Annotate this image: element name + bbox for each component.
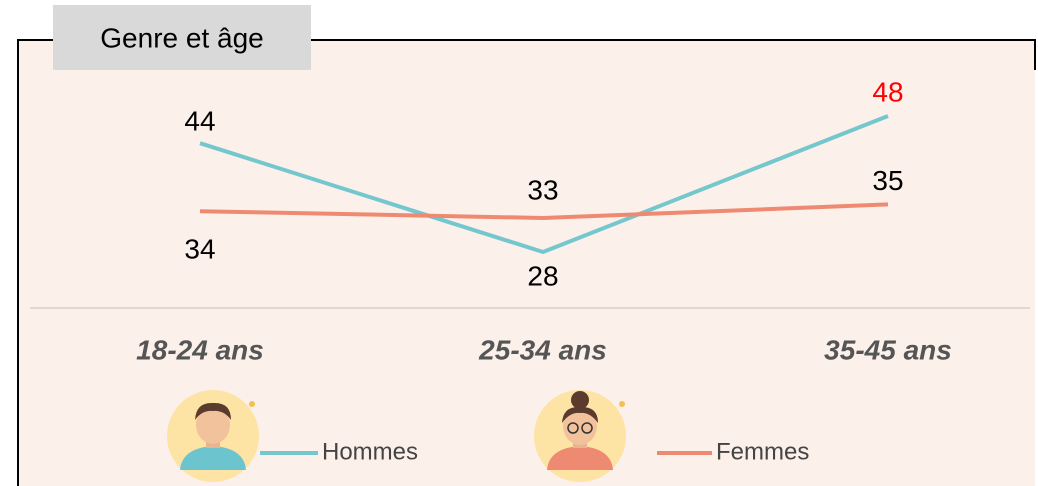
x-tick-label: 25-34 ans <box>478 334 607 365</box>
legend-label: Femmes <box>716 438 809 465</box>
chart: Genre et âge 18-24 ans 25-34 ans 35-45 ans… <box>0 0 1038 486</box>
avatar-men <box>167 390 259 482</box>
data-label: 35 <box>872 165 903 196</box>
data-label: 44 <box>184 106 215 137</box>
x-tick-label: 35-45 ans <box>824 334 952 365</box>
x-tick-label: 18-24 ans <box>136 334 264 365</box>
avatar-women <box>534 390 626 482</box>
chart-title: Genre et âge <box>100 22 263 53</box>
legend-label: Hommes <box>322 438 418 465</box>
data-label: 28 <box>527 260 558 291</box>
data-label: 48 <box>872 76 903 107</box>
data-label: 33 <box>527 174 558 205</box>
data-label: 34 <box>184 234 215 265</box>
